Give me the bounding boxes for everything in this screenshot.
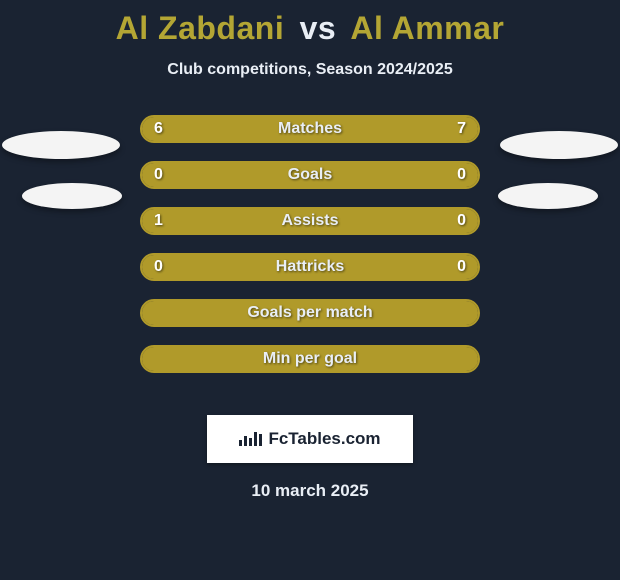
stat-row: 0 0 Hattricks bbox=[140, 253, 480, 281]
team-b-avatar-placeholder-2 bbox=[498, 183, 598, 209]
subtitle: Club competitions, Season 2024/2025 bbox=[0, 61, 620, 79]
stat-label: Assists bbox=[282, 212, 339, 230]
comparison-stage: 6 7 Matches 0 0 Goals 1 0 Assists 0 0 Hattricks Goal… bbox=[0, 107, 620, 407]
stat-row: 6 7 Matches bbox=[140, 115, 480, 143]
stat-value-left: 0 bbox=[154, 166, 163, 184]
stat-row: Min per goal bbox=[140, 345, 480, 373]
stat-fill-left bbox=[142, 163, 310, 187]
page-title: Al Zabdani vs Al Ammar bbox=[0, 0, 620, 47]
stat-label: Goals per match bbox=[247, 304, 372, 322]
stat-rows: 6 7 Matches 0 0 Goals 1 0 Assists 0 0 Hattricks Goal… bbox=[140, 115, 480, 391]
stat-value-right: 0 bbox=[457, 166, 466, 184]
stat-row: 1 0 Assists bbox=[140, 207, 480, 235]
bar-chart-icon bbox=[239, 432, 262, 446]
stat-value-left: 0 bbox=[154, 258, 163, 276]
title-team-b: Al Ammar bbox=[350, 10, 504, 46]
stat-value-right: 0 bbox=[457, 258, 466, 276]
source-badge: FcTables.com bbox=[207, 415, 413, 463]
date-label: 10 march 2025 bbox=[0, 481, 620, 501]
stat-label: Hattricks bbox=[276, 258, 344, 276]
stat-fill-right bbox=[310, 163, 478, 187]
team-a-avatar-placeholder-1 bbox=[2, 131, 120, 159]
stat-fill-left bbox=[142, 117, 297, 141]
stat-fill-left bbox=[142, 209, 401, 233]
stat-fill-right bbox=[401, 209, 478, 233]
stat-value-right: 0 bbox=[457, 212, 466, 230]
stat-label: Matches bbox=[278, 120, 342, 138]
stat-label: Goals bbox=[288, 166, 332, 184]
stat-value-left: 1 bbox=[154, 212, 163, 230]
stat-value-left: 6 bbox=[154, 120, 163, 138]
stat-row: Goals per match bbox=[140, 299, 480, 327]
title-vs: vs bbox=[300, 10, 337, 46]
team-a-avatar-placeholder-2 bbox=[22, 183, 122, 209]
stat-row: 0 0 Goals bbox=[140, 161, 480, 189]
stat-label: Min per goal bbox=[263, 350, 357, 368]
source-badge-text: FcTables.com bbox=[268, 429, 380, 449]
team-b-avatar-placeholder-1 bbox=[500, 131, 618, 159]
title-team-a: Al Zabdani bbox=[116, 10, 285, 46]
stat-value-right: 7 bbox=[457, 120, 466, 138]
